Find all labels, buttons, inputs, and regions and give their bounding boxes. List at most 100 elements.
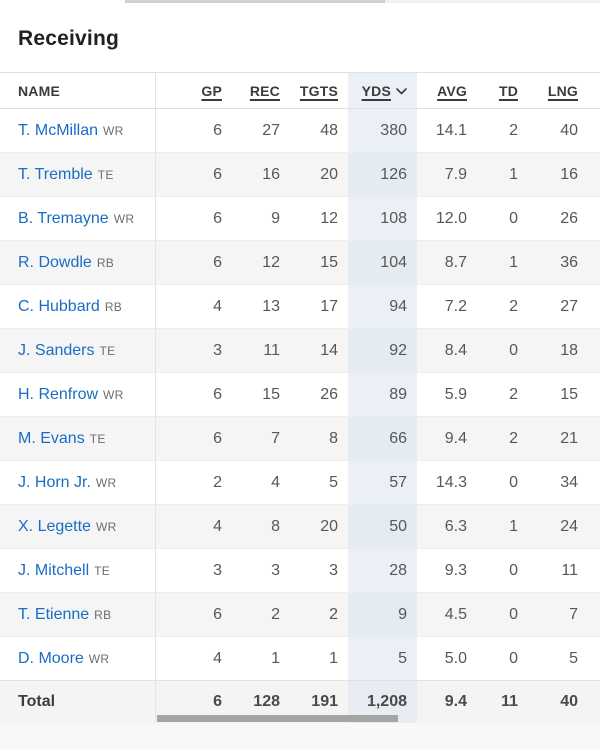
- cell-tgts: 2: [290, 592, 348, 637]
- cell-tgts: 1: [290, 636, 348, 681]
- cell-avg: 7.2: [417, 284, 477, 329]
- player-position: TE: [99, 343, 116, 358]
- cell-rec: 9: [232, 196, 290, 241]
- player-position: WR: [113, 211, 135, 226]
- player-link[interactable]: T. Tremble: [18, 165, 93, 183]
- cell-td: 0: [477, 460, 528, 505]
- cell-yds: 104: [348, 240, 417, 285]
- cell-avg: 12.0: [417, 196, 477, 241]
- cell-yds: 5: [348, 636, 417, 681]
- cell-tgts: 12: [290, 196, 348, 241]
- table-row[interactable]: C. Hubbard RB 4 13 17 94 7.2 2 27: [0, 284, 600, 329]
- page-title: Receiving: [18, 27, 120, 50]
- cell-tgts: 15: [290, 240, 348, 285]
- cell-lng: 26: [528, 196, 600, 241]
- cell-td: 2: [477, 416, 528, 461]
- cell-tgts: 14: [290, 328, 348, 373]
- column-header-tgts[interactable]: TGTS: [290, 72, 348, 109]
- column-header-gp[interactable]: GP: [155, 72, 232, 109]
- column-header-td[interactable]: TD: [477, 72, 528, 109]
- cell-gp: 4: [155, 284, 232, 329]
- table-row[interactable]: T. Etienne RB 6 2 2 9 4.5 0 7: [0, 592, 600, 637]
- cell-rec: 7: [232, 416, 290, 461]
- cell-rec: 2: [232, 592, 290, 637]
- cell-yds: 108: [348, 196, 417, 241]
- cell-td: 0: [477, 548, 528, 593]
- table-row[interactable]: R. Dowdle RB 6 12 15 104 8.7 1 36: [0, 240, 600, 285]
- cell-avg: 5.9: [417, 372, 477, 417]
- table-row[interactable]: J. Mitchell TE 3 3 3 28 9.3 0 11: [0, 548, 600, 593]
- cell-td: 1: [477, 240, 528, 285]
- player-link[interactable]: C. Hubbard: [18, 297, 100, 315]
- cell-avg: 8.4: [417, 328, 477, 373]
- horizontal-scrollbar-thumb[interactable]: [157, 715, 398, 722]
- cell-avg: 7.9: [417, 152, 477, 197]
- player-link[interactable]: T. Etienne: [18, 605, 90, 623]
- player-link[interactable]: X. Legette: [18, 517, 91, 535]
- section-header: Receiving: [0, 0, 600, 72]
- column-header-yds-sorted[interactable]: YDS: [348, 72, 417, 109]
- cell-avg: 9.3: [417, 548, 477, 593]
- table-row[interactable]: M. Evans TE 6 7 8 66 9.4 2 21: [0, 416, 600, 461]
- cell-lng: 15: [528, 372, 600, 417]
- table-row[interactable]: T. Tremble TE 6 16 20 126 7.9 1 16: [0, 152, 600, 197]
- player-position: RB: [104, 299, 123, 314]
- cell-tgts: 3: [290, 548, 348, 593]
- cell-avg: 14.3: [417, 460, 477, 505]
- total-td: 11: [477, 680, 528, 723]
- cell-gp: 6: [155, 416, 232, 461]
- player-link[interactable]: T. McMillan: [18, 121, 99, 139]
- receiving-stats-table: NAME GP REC TGTS YDS AVG TD: [0, 72, 600, 723]
- player-link[interactable]: H. Renfrow: [18, 385, 99, 403]
- table-row[interactable]: J. Sanders TE 3 11 14 92 8.4 0 18: [0, 328, 600, 373]
- cell-yds: 50: [348, 504, 417, 549]
- cell-avg: 5.0: [417, 636, 477, 681]
- cell-td: 0: [477, 592, 528, 637]
- cell-gp: 2: [155, 460, 232, 505]
- player-link[interactable]: D. Moore: [18, 649, 84, 667]
- cell-gp: 6: [155, 152, 232, 197]
- cell-tgts: 20: [290, 152, 348, 197]
- cell-rec: 8: [232, 504, 290, 549]
- cell-td: 2: [509, 121, 518, 139]
- player-link[interactable]: R. Dowdle: [18, 253, 92, 271]
- column-header-rec[interactable]: REC: [232, 72, 290, 109]
- cell-tgts: 8: [290, 416, 348, 461]
- cell-td: 0: [477, 636, 528, 681]
- total-avg: 9.4: [417, 680, 477, 723]
- table-row[interactable]: B. Tremayne WR 6 9 12 108 12.0 0 26: [0, 196, 600, 241]
- player-link[interactable]: J. Horn Jr.: [18, 473, 91, 491]
- table-row[interactable]: D. Moore WR 4 1 1 5 5.0 0 5: [0, 636, 600, 681]
- table-row[interactable]: J. Horn Jr. WR 2 4 5 57 14.3 0 34: [0, 460, 600, 505]
- cell-lng: 18: [528, 328, 600, 373]
- cell-lng: 7: [528, 592, 600, 637]
- player-position: WR: [88, 651, 110, 666]
- cell-tgts: 5: [290, 460, 348, 505]
- player-link[interactable]: J. Mitchell: [18, 561, 90, 579]
- cell-td: 1: [477, 152, 528, 197]
- cell-gp: 6: [155, 240, 232, 285]
- cell-rec: 3: [232, 548, 290, 593]
- cell-rec: 12: [232, 240, 290, 285]
- player-link[interactable]: M. Evans: [18, 429, 85, 447]
- column-header-avg[interactable]: AVG: [417, 72, 477, 109]
- table-row[interactable]: T. McMillan WR 6 27 48 380 14.1 2 40: [0, 108, 600, 153]
- cell-gp: 6: [155, 592, 232, 637]
- cell-lng: 40: [560, 121, 578, 139]
- player-link[interactable]: B. Tremayne: [18, 209, 109, 227]
- cell-lng: 24: [528, 504, 600, 549]
- page-bottom-gutter: [0, 722, 600, 750]
- total-label: Total: [0, 680, 156, 723]
- top-scrollbar-thumb[interactable]: [125, 0, 385, 3]
- table-row[interactable]: H. Renfrow WR 6 15 26 89 5.9 2 15: [0, 372, 600, 417]
- column-header-lng[interactable]: LNG: [528, 72, 600, 109]
- player-link[interactable]: J. Sanders: [18, 341, 95, 359]
- cell-lng: 11: [528, 548, 600, 593]
- cell-gp: 3: [155, 548, 232, 593]
- cell-td: 0: [477, 196, 528, 241]
- player-position: RB: [96, 255, 115, 270]
- table-row[interactable]: X. Legette WR 4 8 20 50 6.3 1 24: [0, 504, 600, 549]
- cell-td: 2: [477, 372, 528, 417]
- player-position: WR: [95, 475, 117, 490]
